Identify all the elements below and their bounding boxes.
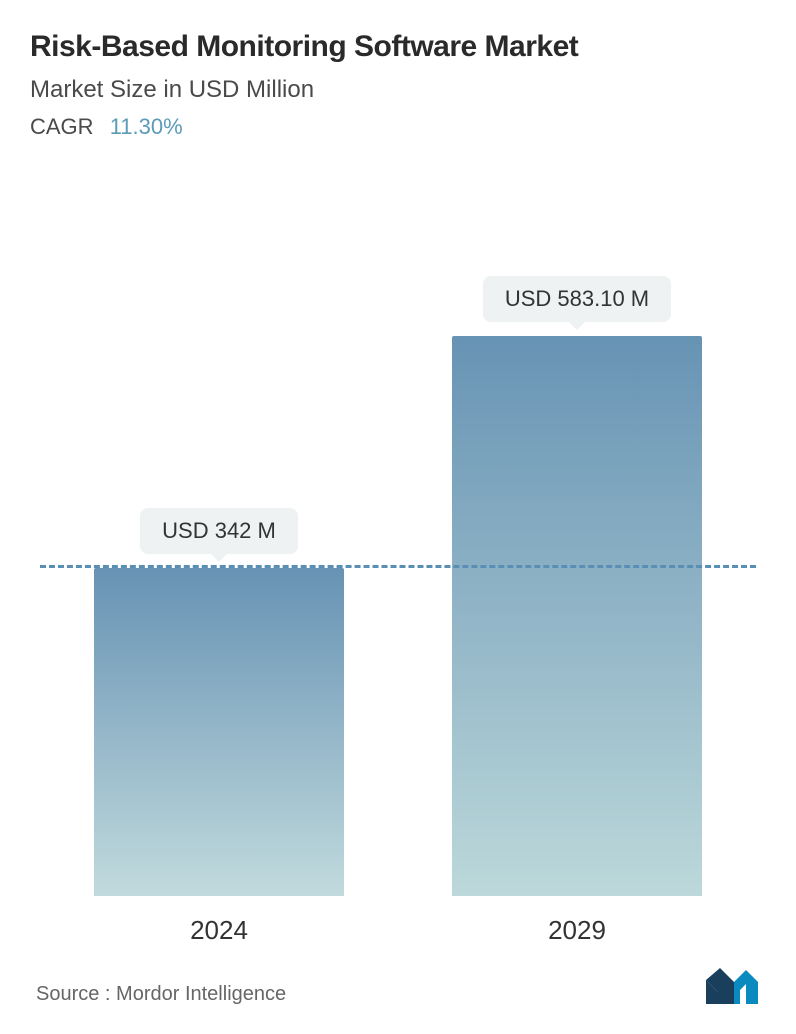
- bar-group: USD 583.10 M: [437, 170, 717, 896]
- x-axis-label: 2024: [79, 915, 359, 946]
- bar: [94, 568, 344, 896]
- value-badge: USD 342 M: [140, 508, 298, 554]
- source-text: Source : Mordor Intelligence: [36, 983, 286, 1006]
- bars-wrap: USD 342 M USD 583.10 M: [40, 170, 756, 896]
- x-axis-label: 2029: [437, 915, 717, 946]
- x-axis-labels: 2024 2029: [40, 915, 756, 946]
- chart-title: Risk-Based Monitoring Software Market: [30, 30, 766, 64]
- bar: [452, 336, 702, 896]
- chart-subtitle: Market Size in USD Million: [30, 76, 766, 104]
- cagr-value: 11.30%: [110, 114, 183, 139]
- bar-group: USD 342 M: [79, 170, 359, 896]
- chart-container: Risk-Based Monitoring Software Market Ma…: [0, 0, 796, 1034]
- cagr-label: CAGR: [30, 114, 94, 139]
- footer: Source : Mordor Intelligence: [30, 966, 766, 1014]
- cagr-row: CAGR 11.30%: [30, 114, 766, 140]
- value-badge: USD 583.10 M: [483, 276, 671, 322]
- brand-logo-icon: [704, 966, 760, 1006]
- chart-area: USD 342 M USD 583.10 M 2024 2029: [40, 170, 756, 946]
- reference-line: [40, 565, 756, 568]
